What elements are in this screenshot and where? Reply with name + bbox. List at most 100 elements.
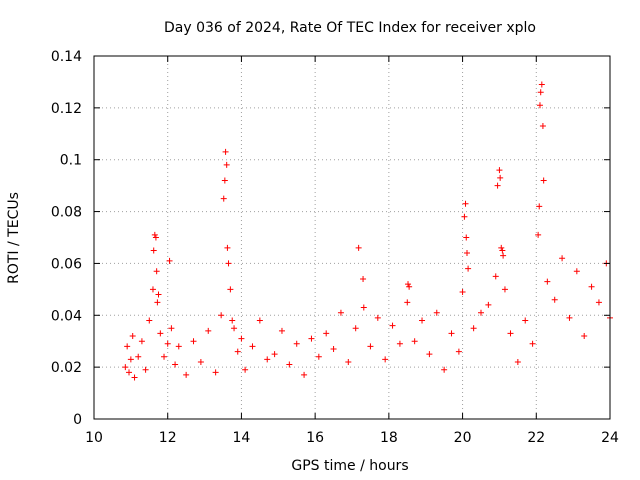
data-point <box>264 356 271 363</box>
data-point <box>396 340 403 347</box>
x-tick-label: 12 <box>159 430 177 446</box>
data-point <box>197 358 204 365</box>
data-point <box>544 278 551 285</box>
data-point <box>419 317 426 324</box>
y-tick-label: 0.08 <box>51 205 82 221</box>
data-point <box>220 195 227 202</box>
data-point <box>470 325 477 332</box>
data-point <box>426 351 433 358</box>
data-point <box>389 322 396 329</box>
data-point <box>222 148 229 155</box>
data-point <box>494 182 501 189</box>
data-point <box>330 345 337 352</box>
y-tick-label: 0.06 <box>51 256 82 272</box>
data-point <box>566 314 573 321</box>
data-point <box>500 252 507 259</box>
data-point <box>411 338 418 345</box>
chart-title: Day 036 of 2024, Rate Of TEC Index for r… <box>164 20 536 36</box>
data-point <box>536 203 543 210</box>
data-point <box>536 102 543 109</box>
data-point <box>355 244 362 251</box>
data-point <box>149 286 156 293</box>
data-point <box>551 296 558 303</box>
data-point <box>212 369 219 376</box>
data-point <box>234 348 241 355</box>
data-point <box>522 317 529 324</box>
data-point <box>124 343 131 350</box>
x-tick-label: 20 <box>454 430 472 446</box>
data-point <box>131 374 138 381</box>
data-point <box>581 333 588 340</box>
data-point <box>496 167 503 174</box>
data-point <box>573 268 580 275</box>
y-tick-label: 0.12 <box>51 101 82 117</box>
y-tick-label: 0 <box>73 412 82 428</box>
y-tick-label: 0.14 <box>51 49 82 65</box>
data-point <box>478 309 484 316</box>
data-point <box>126 369 133 376</box>
data-point <box>462 200 469 207</box>
data-point <box>588 283 595 290</box>
data-point <box>337 309 344 316</box>
data-point <box>249 343 256 350</box>
data-point <box>127 356 134 363</box>
data-point <box>540 177 547 184</box>
grid-lines <box>94 56 610 419</box>
data-point <box>151 231 158 238</box>
data-point <box>406 283 413 290</box>
data-point <box>441 366 448 373</box>
x-tick-label: 16 <box>306 430 324 446</box>
data-point <box>152 234 159 241</box>
data-point <box>352 325 359 332</box>
data-point <box>150 247 157 254</box>
data-point <box>459 288 466 295</box>
y-tick-label: 0.04 <box>51 308 82 324</box>
data-point <box>223 161 230 168</box>
data-point <box>448 330 455 337</box>
data-point <box>315 353 322 360</box>
data-point <box>492 273 499 280</box>
x-axis-ticks: 10 12 14 16 18 20 22 24 <box>85 56 619 446</box>
x-tick-label: 18 <box>380 430 398 446</box>
data-point <box>164 340 171 347</box>
x-tick-label: 22 <box>527 430 545 446</box>
data-point <box>323 330 330 337</box>
data-point <box>190 338 197 345</box>
data-point <box>155 291 162 298</box>
data-point <box>514 358 521 365</box>
x-tick-label: 14 <box>233 430 251 446</box>
data-point <box>161 353 168 360</box>
data-point <box>529 340 536 347</box>
y-axis-ticks: 0 0.02 0.04 0.06 0.08 0.1 0.12 0.14 <box>51 49 610 428</box>
data-point <box>166 257 173 264</box>
data-point <box>345 358 352 365</box>
data-point <box>360 304 367 311</box>
data-point <box>242 366 249 373</box>
data-point <box>231 325 238 332</box>
data-point <box>256 317 263 324</box>
plot-frame <box>93 55 611 420</box>
data-point <box>537 89 544 96</box>
data-point <box>465 265 472 272</box>
data-point <box>463 250 470 257</box>
data-point <box>135 353 142 360</box>
data-point <box>539 123 546 130</box>
data-point <box>559 255 566 262</box>
data-point <box>142 366 149 373</box>
data-point <box>271 351 278 358</box>
data-point <box>433 309 440 316</box>
data-point <box>168 325 175 332</box>
data-point <box>308 335 315 342</box>
y-tick-label: 0.1 <box>60 153 82 169</box>
data-point <box>382 356 389 363</box>
data-point <box>175 343 182 350</box>
data-point <box>205 327 212 334</box>
data-point <box>238 335 245 342</box>
data-point <box>461 213 468 220</box>
data-point <box>293 340 300 347</box>
data-point <box>499 247 506 254</box>
data-point <box>286 361 293 368</box>
data-point <box>535 231 542 238</box>
data-point <box>129 333 136 340</box>
